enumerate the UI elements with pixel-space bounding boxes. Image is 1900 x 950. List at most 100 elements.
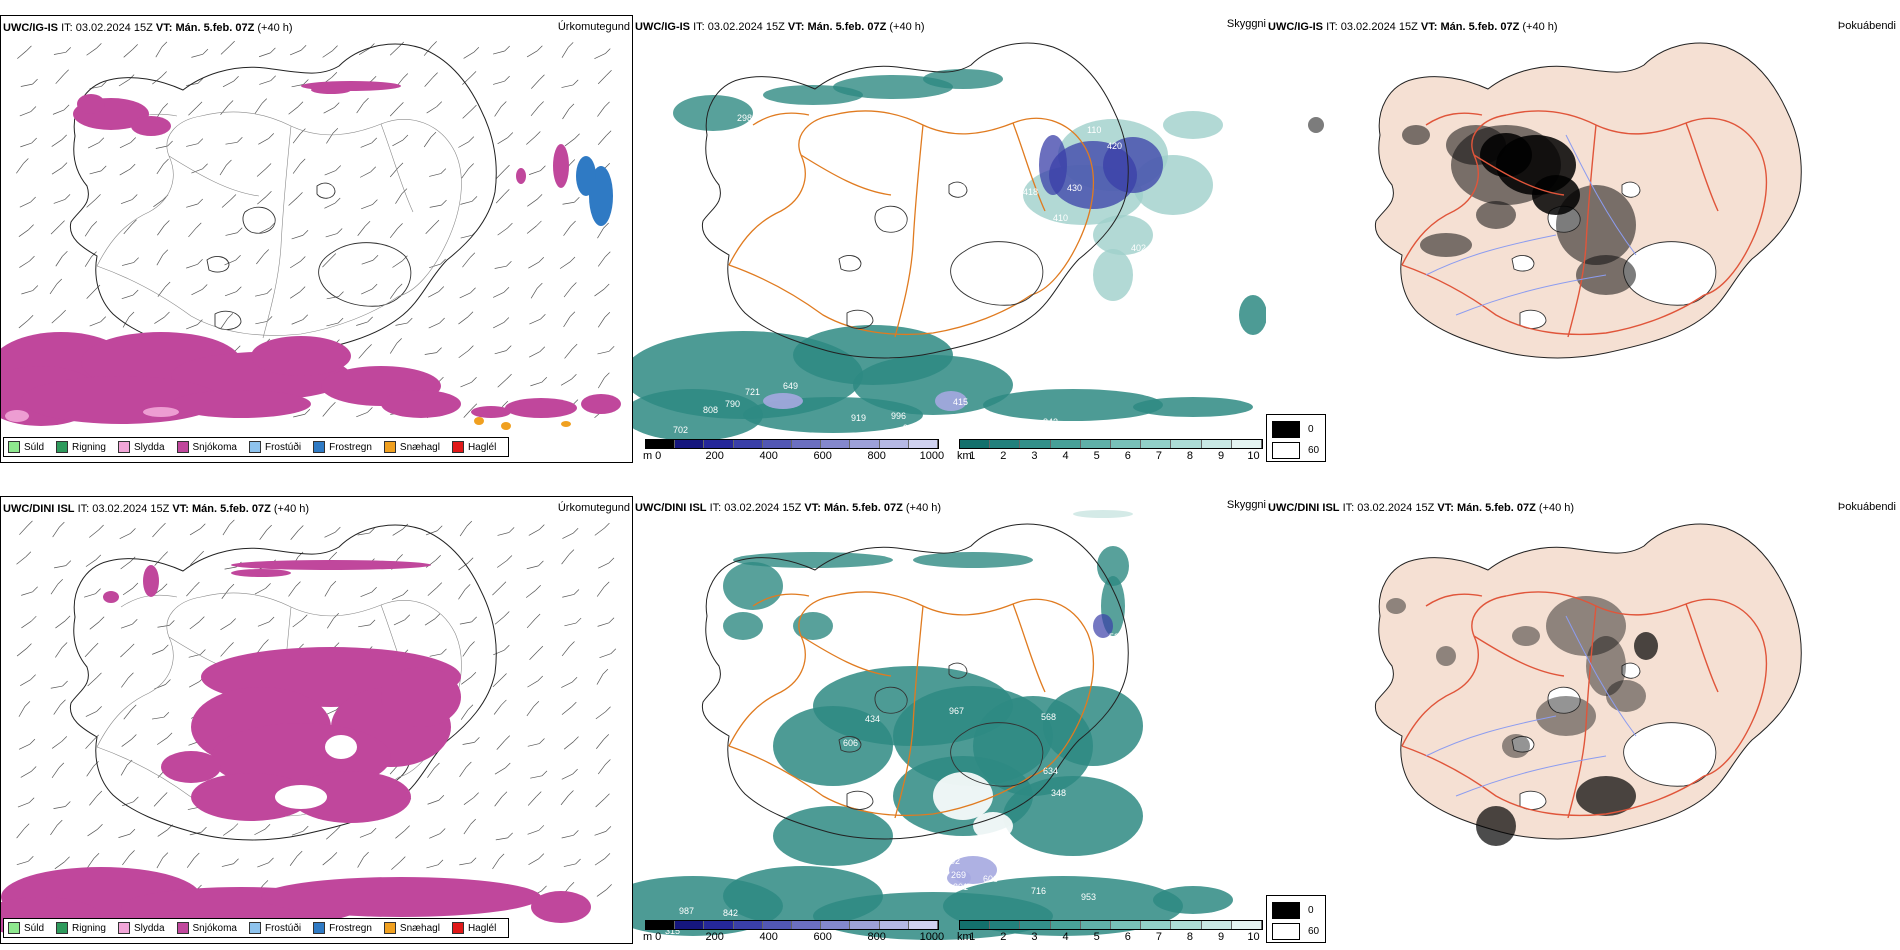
colorbar-cell (1111, 440, 1142, 448)
visibility-value-label: 716 (1031, 886, 1046, 896)
colorbar-cell (1171, 440, 1202, 448)
colorbar-cell (1201, 440, 1232, 448)
visibility-value-label: 702 (673, 425, 688, 435)
legend-swatch (56, 922, 69, 934)
visibility-value-label: 790 (725, 399, 740, 409)
visibility-value-label: 842 (1043, 417, 1058, 427)
colorbar-cell (1231, 440, 1263, 448)
colorbar-tick: 6 (1124, 931, 1131, 943)
colorbar-cell (960, 440, 991, 448)
snow-area-north-strip (301, 81, 401, 94)
legend-label: 0 (1308, 905, 1314, 916)
visibility-value-label: 434 (865, 714, 880, 724)
road-network (728, 591, 1095, 819)
visibility-value-label: 967 (949, 706, 964, 716)
colorbar-cell (762, 440, 793, 448)
visibility-area-south-blue (763, 391, 967, 411)
visibility-value-label: 987 (679, 906, 694, 916)
precip-legend-item: Haglél (451, 922, 497, 934)
precip-legend: Súld Rigning Slydda Snjókoma Frostúði Frostre… (3, 918, 510, 938)
legend-swatch (451, 922, 464, 934)
visibility-value-label: 649 (783, 381, 798, 391)
low-visibility-south (633, 295, 1266, 441)
colorbar-cell (1080, 921, 1112, 929)
legend-swatch (117, 441, 130, 453)
freezing-rain-east (576, 156, 613, 226)
colorbar-tick: 10 (1247, 931, 1260, 943)
fog-legend-item: 60 (1272, 923, 1319, 940)
road-network (96, 111, 462, 339)
visibility-value-label: 415 (953, 397, 968, 407)
legend-label: 60 (1308, 445, 1320, 456)
fog-legend-item: 60 (1272, 442, 1319, 459)
visibility-colorbar-km: km 1 2 3 4 5 6 7 8 9 10 (957, 920, 1263, 944)
precip-legend-item: Frostúði (248, 441, 301, 453)
colorbar-tick: 6 (1124, 450, 1131, 462)
legend-swatch (8, 922, 20, 934)
colorbar-cell (1111, 921, 1142, 929)
visibility-colorbar-m: m 0 200 400 600 800 1000 (643, 920, 944, 944)
visibility-value-label: 721 (745, 387, 760, 397)
colorbar-cell (1141, 921, 1172, 929)
colorbar-cell (1020, 921, 1051, 929)
colorbar-cell (733, 921, 763, 929)
colorbar-tick: 7 (1155, 931, 1162, 943)
legend-label: Snjókoma (192, 922, 237, 934)
legend-label: Snjókoma (192, 441, 237, 453)
precip-legend: Súld Rigning Slydda Snjókoma Frostúði Frostre… (3, 437, 510, 457)
visibility-value-label: 410 (1053, 213, 1068, 223)
visibility-value-label: 606 (843, 738, 858, 748)
fog-map-igis (1308, 42, 1802, 359)
colorbar-tick: 800 (867, 931, 886, 943)
snow-area-north (73, 94, 171, 136)
legend-swatch (1272, 421, 1300, 438)
legend-label: 60 (1308, 926, 1320, 937)
colorbar-tick: 600 (813, 450, 832, 462)
colorbar-tick: 8 (1186, 450, 1194, 462)
colorbar-tick: 200 (705, 450, 724, 462)
legend-label: Frostregn (329, 922, 372, 934)
legend-swatch (383, 441, 396, 453)
colorbar-unit: km (957, 931, 972, 943)
colorbar-tick: 9 (1218, 450, 1225, 462)
colorbar-cell (646, 921, 676, 929)
colorbar-tick: 1 (969, 450, 976, 462)
colorbar-tick: 4 (1062, 931, 1069, 943)
visibility-colorbar-m: m 0 200 400 600 800 1000 (643, 439, 944, 463)
colorbar-cell (1201, 921, 1232, 929)
visibility-value-label: 980 (903, 423, 918, 433)
colorbar-cell (990, 440, 1021, 448)
colorbar-cell (704, 440, 734, 448)
sleet-area-south (5, 407, 179, 422)
low-visibility-central (633, 666, 1233, 940)
colorbar-cell (990, 921, 1021, 929)
legend-swatch (56, 441, 69, 453)
snow-area-north-strip (231, 560, 431, 577)
colorbar-cell (646, 440, 676, 448)
colorbar-tick: 400 (759, 450, 778, 462)
colorbar-cell (1050, 921, 1081, 929)
visibility-panel-dini: 520 967 568 434 606 634 348 452 102 269 606 301 716 9… (633, 496, 1266, 944)
visibility-value-label: 348 (1051, 788, 1066, 798)
colorbar-cell (821, 440, 851, 448)
visibility-value-label: 310 (1121, 331, 1136, 341)
colorbar-cell (960, 921, 991, 929)
visibility-value-label: 420 (1107, 141, 1122, 151)
legend-label: Súld (24, 922, 45, 934)
fog-panel-dini: UWC/DINI ISL IT: 03.02.2024 15Z VT: Mán.… (1266, 496, 1900, 944)
fog-map-dini (1374, 523, 1802, 846)
visibility-panel-igis: 298 110 420 430 418 410 402 310 702 808 790 721 649 9… (633, 15, 1266, 463)
panel-label-visibility: Skyggni (1226, 18, 1266, 30)
panel-title: UWC/IG-IS IT: 03.02.2024 15Z VT: Mán. 5.… (635, 21, 925, 33)
legend-swatch (117, 922, 130, 934)
legend-swatch (451, 441, 464, 453)
colorbar-cell (675, 440, 705, 448)
legend-label: Haglél (467, 922, 497, 934)
colorbar-tick: 2 (1000, 450, 1007, 462)
visibility-value-label: 110 (1087, 125, 1101, 135)
colorbar-cell (1020, 440, 1051, 448)
gap-area (275, 735, 357, 809)
panel-label-fog: Þokuábendi (1837, 501, 1896, 513)
precip-type-panel-dini: UWC/DINI ISL IT: 03.02.2024 15Z VT: Mán.… (0, 496, 633, 944)
